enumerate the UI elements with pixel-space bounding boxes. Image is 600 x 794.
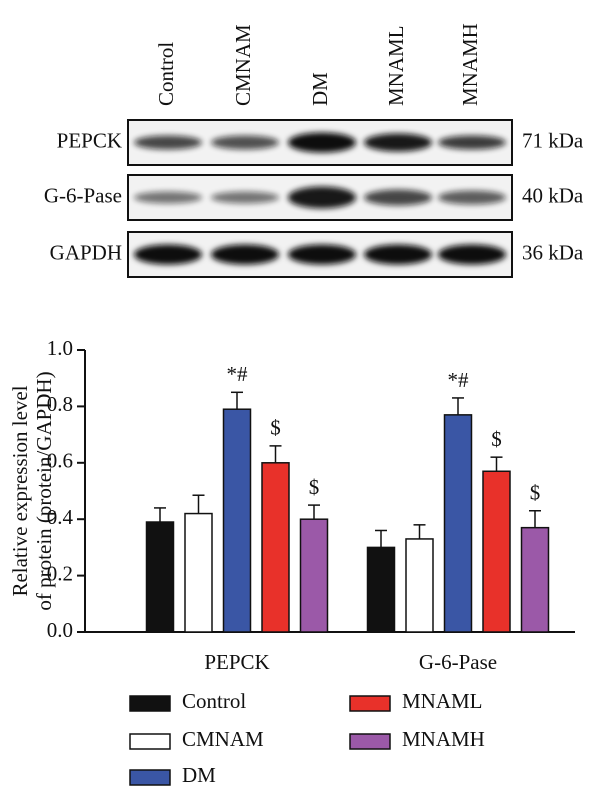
blot-band xyxy=(211,244,279,265)
lane-label: MNAML xyxy=(384,25,408,106)
protein-label: GAPDH xyxy=(50,240,122,264)
y-tick-label: 0.8 xyxy=(47,392,73,416)
legend-label: MNAML xyxy=(402,689,483,713)
y-axis-title: Relative expression level xyxy=(8,385,32,596)
significance-label: $ xyxy=(530,481,541,505)
size-label: 40 kDa xyxy=(522,183,584,207)
bar xyxy=(184,512,213,633)
blot-band xyxy=(211,191,279,204)
legend-label: MNAMH xyxy=(402,727,485,751)
size-label: 36 kDa xyxy=(522,240,584,264)
bar xyxy=(405,538,434,633)
protein-label: G-6-Pase xyxy=(44,183,122,207)
bar xyxy=(299,518,329,633)
y-axis-title: of protein (protein/GAPDH) xyxy=(32,371,56,610)
protein-label: PEPCK xyxy=(57,128,122,152)
blot-band xyxy=(288,132,356,153)
x-tick-label: PEPCK xyxy=(204,650,269,674)
bar xyxy=(520,526,550,633)
blot-band xyxy=(364,189,432,206)
lane-label: Control xyxy=(154,42,178,106)
legend-swatch xyxy=(349,695,391,712)
significance-label: $ xyxy=(270,416,281,440)
legend-label: DM xyxy=(182,763,216,787)
blot-band xyxy=(438,135,506,150)
y-tick-label: 0.4 xyxy=(47,505,74,529)
significance-label: *# xyxy=(448,368,470,392)
legend-label: Control xyxy=(182,689,246,713)
blot-band xyxy=(134,191,202,204)
x-tick-label: G-6-Pase xyxy=(419,650,497,674)
blot-band xyxy=(211,135,279,150)
y-tick-label: 0.6 xyxy=(47,449,73,473)
legend-swatch xyxy=(129,733,171,750)
legend-label: CMNAM xyxy=(182,727,264,751)
lane-label: MNAMH xyxy=(458,23,482,106)
y-tick-label: 1.0 xyxy=(47,336,73,360)
legend-swatch xyxy=(129,769,171,786)
blot-band xyxy=(438,190,506,205)
blot-band xyxy=(134,244,202,265)
significance-label: $ xyxy=(491,427,502,451)
size-label: 71 kDa xyxy=(522,128,584,152)
bar xyxy=(366,546,396,633)
significance-label: *# xyxy=(227,362,249,386)
significance-label: $ xyxy=(309,475,320,499)
lane-label: CMNAM xyxy=(231,24,255,106)
blot-band xyxy=(134,135,202,150)
legend-swatch xyxy=(129,695,171,712)
legend-swatch xyxy=(349,733,391,750)
lane-label: DM xyxy=(308,72,332,106)
blot-band xyxy=(288,186,356,209)
y-tick-label: 0.0 xyxy=(47,618,73,642)
bar xyxy=(261,462,290,633)
bar xyxy=(443,414,473,633)
blot-band xyxy=(364,244,432,265)
blot-band xyxy=(438,244,506,265)
blot-band xyxy=(288,244,356,265)
bar xyxy=(145,521,175,633)
bar xyxy=(222,408,252,633)
blot-band xyxy=(364,133,432,152)
y-tick-label: 0.2 xyxy=(47,561,73,585)
bar xyxy=(482,470,511,633)
